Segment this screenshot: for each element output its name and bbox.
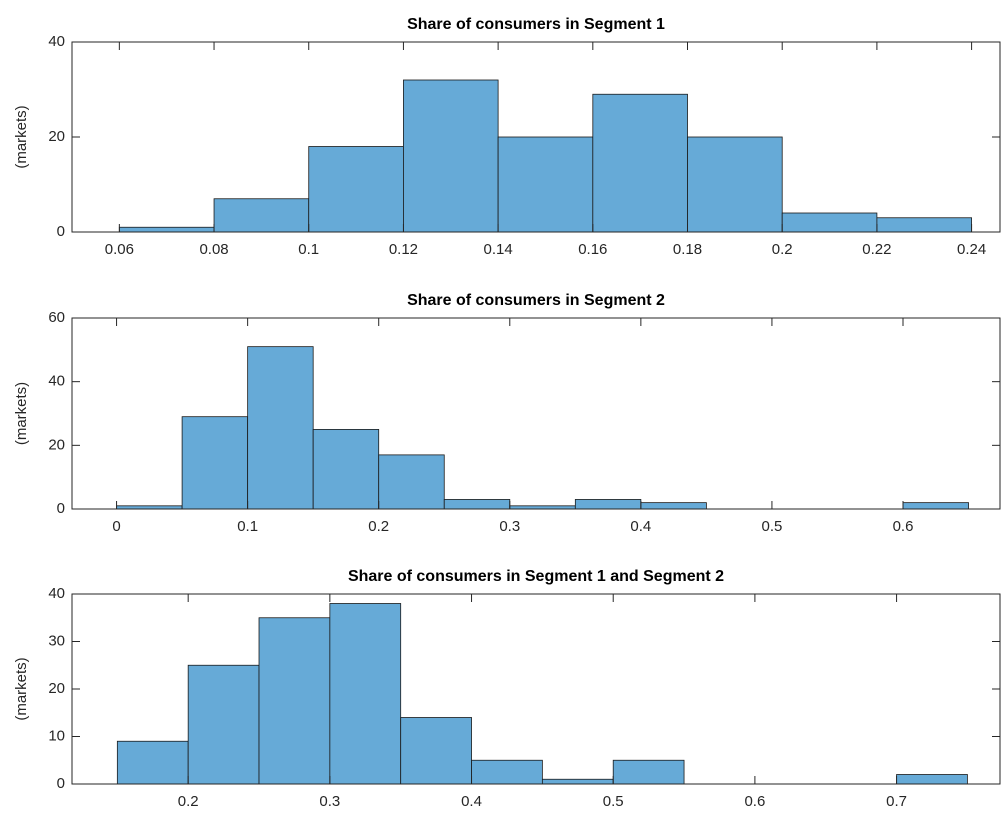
y-axis-label: (markets)	[13, 105, 30, 168]
y-tick-label: 0	[57, 500, 65, 517]
x-tick-label: 0.12	[389, 241, 418, 258]
x-tick-label: 0.2	[772, 241, 793, 258]
histogram-bar	[443, 499, 511, 510]
x-tick-label: 0.14	[484, 241, 513, 258]
y-tick-label: 40	[48, 33, 65, 50]
chart-title: Share of consumers in Segment 2	[407, 292, 665, 309]
x-tick-label: 0	[112, 518, 120, 535]
x-tick-label: 0.2	[368, 518, 389, 535]
y-tick-label: 0	[57, 223, 65, 240]
histogram-bar	[400, 717, 472, 785]
y-tick-label: 20	[48, 128, 65, 145]
x-tick-label: 0.5	[762, 518, 783, 535]
histogram-bar	[312, 429, 380, 510]
histogram-bar	[308, 146, 404, 233]
histogram-bar	[574, 499, 642, 510]
histogram-bar	[781, 212, 878, 233]
histogram-bar	[181, 416, 249, 510]
x-tick-label: 0.5	[603, 793, 624, 810]
histogram-bar	[187, 664, 260, 785]
x-tick-label: 0.22	[862, 241, 891, 258]
histogram-bar	[213, 198, 310, 233]
x-tick-label: 0.1	[237, 518, 258, 535]
y-tick-label: 20	[48, 436, 65, 453]
histogram-bar	[612, 759, 685, 785]
x-tick-label: 0.3	[319, 793, 340, 810]
histogram-bar	[258, 617, 331, 785]
histogram-bar	[247, 346, 314, 510]
y-tick-label: 0	[57, 775, 65, 792]
histogram-bar	[403, 79, 499, 233]
histogram-bar	[902, 502, 969, 510]
x-tick-label: 0.4	[630, 518, 651, 535]
x-tick-label: 0.3	[499, 518, 520, 535]
histogram-bar	[876, 217, 972, 233]
histogram-bar	[896, 774, 968, 785]
x-tick-label: 0.4	[461, 793, 482, 810]
x-tick-label: 0.08	[199, 241, 228, 258]
chart-title: Share of consumers in Segment 1 and Segm…	[348, 568, 724, 585]
histogram-bar	[497, 136, 594, 233]
chart-title: Share of consumers in Segment 1	[407, 16, 665, 33]
axes-box	[71, 317, 1001, 510]
y-tick-label: 60	[48, 309, 65, 326]
x-tick-label: 0.6	[893, 518, 914, 535]
histogram-bar	[541, 778, 614, 785]
y-axis-label: (markets)	[13, 657, 30, 720]
histogram-bar	[118, 226, 215, 233]
histogram-bar	[378, 454, 445, 510]
histogram-bar	[329, 603, 402, 785]
y-tick-label: 40	[48, 373, 65, 390]
histogram-bar	[471, 759, 543, 785]
y-tick-label: 30	[48, 632, 65, 649]
x-tick-label: 0.16	[578, 241, 607, 258]
x-tick-label: 0.06	[105, 241, 134, 258]
histogram-bar	[116, 740, 189, 785]
x-tick-label: 0.1	[298, 241, 319, 258]
y-tick-label: 40	[48, 585, 65, 602]
x-tick-label: 0.6	[744, 793, 765, 810]
y-tick-label: 20	[48, 680, 65, 697]
x-tick-label: 0.2	[178, 793, 199, 810]
y-axis-label: (markets)	[13, 382, 30, 445]
histogram-bar	[687, 136, 783, 233]
x-tick-label: 0.7	[886, 793, 907, 810]
x-tick-label: 0.24	[957, 241, 986, 258]
histogram-bar	[640, 502, 707, 510]
y-tick-label: 10	[48, 727, 65, 744]
x-tick-label: 0.18	[673, 241, 702, 258]
histogram-bar	[592, 93, 688, 233]
